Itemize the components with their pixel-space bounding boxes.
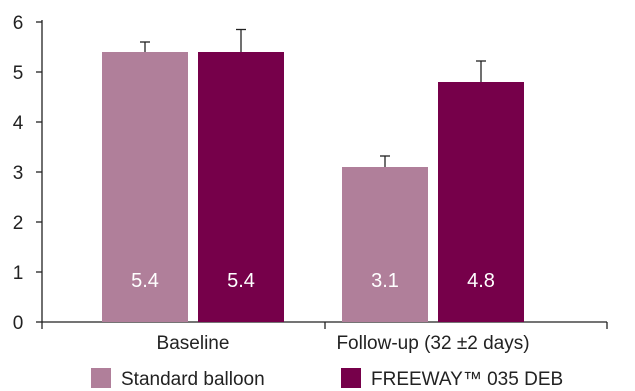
y-tick-label: 0 xyxy=(13,313,24,334)
data-label: 5.4 xyxy=(227,270,255,292)
data-label: 4.8 xyxy=(467,270,495,292)
legend: Standard balloon FREEWAY™ 035 DEB xyxy=(91,368,563,390)
x-category-label: Baseline xyxy=(157,333,230,354)
data-labels: 5.4 3.1 5.4 4.8 xyxy=(131,270,495,292)
y-ticks: 0 1 2 3 4 5 6 xyxy=(13,13,608,334)
y-tick-label: 4 xyxy=(13,113,24,134)
legend-label: FREEWAY™ 035 DEB xyxy=(371,369,563,390)
bars xyxy=(102,52,524,322)
y-tick-label: 1 xyxy=(13,263,24,284)
y-tick-label: 5 xyxy=(13,63,24,84)
error-bars xyxy=(140,28,486,167)
bar-freeway-deb-baseline xyxy=(198,52,284,322)
x-category-labels: Baseline Follow-up (32 ±2 days) xyxy=(157,333,530,354)
y-tick-label: 3 xyxy=(13,163,24,184)
bar-standard-balloon-follow-up xyxy=(342,167,428,322)
data-label: 3.1 xyxy=(371,270,399,292)
y-tick-label: 2 xyxy=(13,213,24,234)
data-label: 5.4 xyxy=(131,270,159,292)
x-category-label: Follow-up (32 ±2 days) xyxy=(336,333,529,354)
legend-swatch xyxy=(91,368,111,388)
legend-label: Standard balloon xyxy=(121,369,265,390)
y-tick-label: 6 xyxy=(13,13,24,34)
bar-freeway-deb-follow-up xyxy=(438,82,524,322)
bar-standard-balloon-baseline xyxy=(102,52,188,322)
legend-swatch xyxy=(341,368,361,388)
